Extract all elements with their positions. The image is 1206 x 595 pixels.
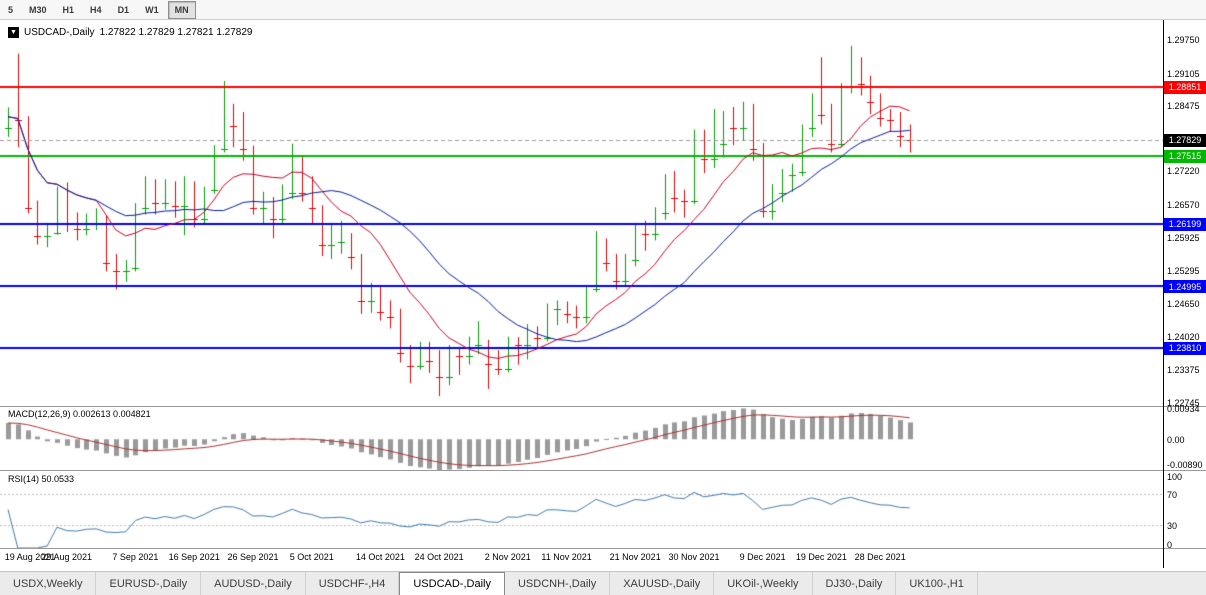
chart-tab-ukoil-weekly[interactable]: UKOil-,Weekly [714,572,813,595]
price-tick: 1.27220 [1167,166,1200,177]
date-label: 14 Oct 2021 [355,552,405,562]
date-label: 7 Sep 2021 [112,552,159,562]
date-label: 9 Dec 2021 [739,552,786,562]
chart-tab-usdx-weekly[interactable]: USDX,Weekly [0,572,97,595]
macd-canvas[interactable] [0,407,1163,470]
date-label: 26 Sep 2021 [227,552,279,562]
price-tick: 1.25295 [1167,265,1200,276]
rsi-axis-label: 0 [1167,540,1173,550]
date-label: 30 Nov 2021 [668,552,720,562]
price-badge: 1.26199 [1164,217,1206,231]
timeframe-button-5[interactable]: 5 [8,4,14,15]
timeframe-button-m30[interactable]: M30 [29,4,47,15]
price-tick: 1.29750 [1167,35,1200,46]
date-label: 5 Oct 2021 [289,552,334,562]
rsi-canvas[interactable] [0,471,1163,548]
timeframe-button-mn[interactable]: MN [167,0,196,19]
macd-axis-label: 0.00934 [1167,404,1200,414]
timeframe-button-h4[interactable]: H4 [90,4,102,15]
chart-tab-usdcad-daily[interactable]: USDCAD-,Daily [399,572,505,595]
price-badge: 1.23810 [1164,341,1206,355]
date-label: 19 Dec 2021 [795,552,847,562]
chart-tabbar: USDX,Weekly EURUSD-,Daily AUDUSD-,Daily USD… [0,571,1206,595]
macd-label: MACD(12,26,9) 0.002613 0.004821 [8,409,151,419]
chart-title: ▼ USDCAD-,Daily 1.27822 1.27829 1.27821 … [8,27,253,38]
date-label: 21 Nov 2021 [609,552,661,562]
date-label: 16 Sep 2021 [168,552,220,562]
rsi-axis-label: 100 [1167,472,1183,482]
rsi-axis-label: 30 [1167,520,1178,531]
chart-tab-usdcnh-daily[interactable]: USDCNH-,Daily [504,572,611,595]
chart-tab-usdchf-h4[interactable]: USDCHF-,H4 [305,572,400,595]
date-label: 2 Nov 2021 [484,552,531,562]
price-badge: 1.28851 [1164,80,1206,94]
pane-separator [0,548,1206,549]
price-tick: 1.25925 [1167,233,1200,244]
chart-tab-eurusd-daily[interactable]: EURUSD-,Daily [96,572,202,595]
date-label: 29 Aug 2021 [41,552,93,562]
chart-tab-dj30-daily[interactable]: DJ30-,Daily [812,572,897,595]
timeframe-toolbar: 5 M30 H1 H4 D1 W1 MN [0,0,1206,20]
chart-symbol-title: USDCAD-,Daily [24,27,95,38]
price-badge: 1.27829 [1164,133,1206,147]
price-badge: 1.27515 [1164,149,1206,163]
pane-separator[interactable] [0,470,1206,471]
date-label: 24 Oct 2021 [414,552,464,562]
price-tick: 1.29105 [1167,68,1200,79]
price-badge: 1.24995 [1164,280,1206,294]
price-tick: 1.24020 [1167,331,1200,342]
main-chart-canvas[interactable] [0,21,1163,406]
timeframe-button-w1[interactable]: W1 [145,4,159,15]
price-tick: 1.26570 [1167,199,1200,210]
chart-ohlc: 1.27822 1.27829 1.27821 1.27829 [99,27,253,38]
pane-separator[interactable] [0,406,1206,407]
rsi-axis-label: 70 [1167,490,1178,501]
rsi-label: RSI(14) 50.0533 [8,474,75,484]
date-label: 11 Nov 2021 [541,552,592,562]
price-axis-line [1163,20,1164,568]
macd-axis-label: -0.00890 [1167,460,1203,470]
chart-tab-audusd-daily[interactable]: AUDUSD-,Daily [201,572,306,595]
price-tick: 1.28475 [1167,101,1200,112]
macd-axis-label: 0.00 [1167,435,1185,446]
chart-dropdown-icon[interactable]: ▼ [8,27,19,38]
price-tick: 1.23375 [1167,365,1200,376]
timeframe-button-h1[interactable]: H1 [62,4,75,15]
date-label: 19 Aug 2021 [4,552,56,562]
chart-tab-uk100-h1[interactable]: UK100-,H1 [896,572,978,595]
price-tick: 1.22745 [1167,397,1200,408]
chart-tab-xauusd-daily[interactable]: XAUUSD-,Daily [610,572,715,595]
price-tick: 1.24650 [1167,299,1200,310]
date-label: 28 Dec 2021 [854,552,906,562]
timeframe-button-d1[interactable]: D1 [117,4,130,15]
